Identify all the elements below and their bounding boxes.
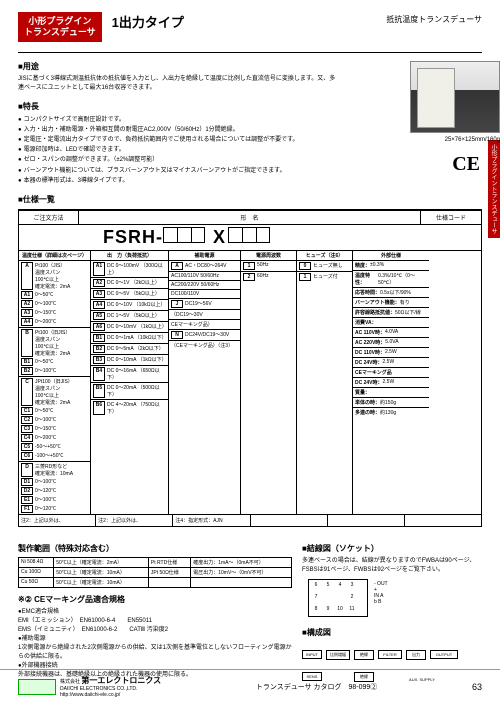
company-url: http://www.daiichi-ele.co.jp/ xyxy=(60,692,120,698)
model-table: ご注文方法 形 名 仕様コード FSRH- X 温度仕様（詳細は次ページ） AP… xyxy=(18,209,482,527)
col-h: 補助電源 xyxy=(169,251,240,261)
footer: 株式会社 第一エレクトロニクス DAIICHI ELECTRONICS CO.,… xyxy=(0,669,500,708)
divider xyxy=(18,52,482,53)
col-h: 電源周波数 xyxy=(241,251,296,261)
category-badge: 小形プラグイン トランスデューサ xyxy=(18,12,102,42)
page-title: 1出力タイプ xyxy=(112,12,387,31)
model-h2: 形 名 xyxy=(79,211,421,224)
toku-item: 定電圧・定電流出力タイプですので、負荷抵抗範囲内でご使用される場合については調整… xyxy=(18,135,338,145)
spec-heading: ■仕様一覧 xyxy=(18,194,482,205)
cat1: 小形プラグイン xyxy=(24,16,96,27)
toku-item: ゼロ・スパンの調整ができます。（±2%調整可能） xyxy=(18,155,338,165)
ce-r2: 1次側電源から絶縁された2次側電源からの供給、又は1次側を基準電位としないフロー… xyxy=(18,644,292,662)
note: 注4：指定形式：AJN xyxy=(173,515,250,526)
notes-row: 注2：上記以外は、 注2：上記以外は、 注4：指定形式：AJN xyxy=(19,514,481,526)
toku-list: コンパクトサイズで高耐圧設計です。 入力・出力・補助電源・外箱相互間の耐電圧AC… xyxy=(18,115,338,186)
model-x: X xyxy=(213,227,226,247)
ce-heading: ※② CEマーキング品適合規格 xyxy=(18,594,292,605)
model-h1: ご注文方法 xyxy=(19,211,79,224)
seizo-table: Ni 508.4Ω50℃以上（確定電流：2mA）Pt RTD仕様確度出力：1mA… xyxy=(18,557,292,588)
col-h: 温度仕様（詳細は次ページ） xyxy=(19,251,90,261)
note: 注2：上記以外は、 xyxy=(19,515,96,526)
spec-grid: 温度仕様（詳細は次ページ） APt100（JIS）温度スパン100℃以上確定電流… xyxy=(19,250,481,514)
kessen-text: 多連ベースの場合は、結線が異なりますのでFWBAは90ページ、FSBSは91ペー… xyxy=(302,557,482,575)
youto-text: JISに基づく3導線式測温抵抗体の抵抗値を入力とし、入出力を絶縁して温度に比例し… xyxy=(18,75,338,93)
cat2: トランスデューサ xyxy=(24,27,96,38)
page-number: 63 xyxy=(472,682,482,692)
toku-item: コンパクトサイズで高耐圧設計です。 xyxy=(18,115,338,125)
col-h: 出 力（負荷抵抗） xyxy=(91,251,168,261)
logo-image xyxy=(18,679,56,695)
toku-item: バーンアウト機能については、プラスバーンアウト又はマイナスバーンアウトがご指定で… xyxy=(18,166,338,176)
kabushiki: 株式会社 xyxy=(60,679,80,685)
toku-item: 入力・出力・補助電源・外箱相互間の耐電圧AC2,000V（50/60Hz）1分間… xyxy=(18,125,338,135)
note: 注2：上記以外は、 xyxy=(96,515,173,526)
seizo-heading: 製作範囲（特殊対応含む） xyxy=(18,543,292,554)
col-h: 外部仕様 xyxy=(353,251,429,261)
ce-r1b: EMS（イミュニティ） EN61000-6-2 CATⅢ 汚染度2 xyxy=(18,626,292,635)
toku-item: 本器の標準形式は、3導線タイプです。 xyxy=(18,176,338,186)
catalog-label: トランスデューサ カタログ 98-099② xyxy=(161,682,472,692)
ce-s2: ●補助電源 xyxy=(18,635,292,644)
kessen-heading: ■結線図（ソケット） xyxy=(302,543,482,554)
model-prefix-text: FSRH- xyxy=(103,227,163,247)
company-block: 株式会社 第一エレクトロニクス DAIICHI ELECTRONICS CO.,… xyxy=(60,676,161,698)
socket-diagram: 6543 72 891011 - OUT+IN Ab B xyxy=(302,575,482,619)
toku-item: 電源印加時は、LEDで確認できます。 xyxy=(18,145,338,155)
dimensions: 25×76×125mm/160g xyxy=(445,137,500,143)
ce-mark: CE xyxy=(452,153,480,176)
model-prefix: FSRH- X xyxy=(103,227,270,247)
ce-s1: ●EMC適合規格 xyxy=(18,608,292,617)
col-h: ヒューズ（注6） xyxy=(297,251,352,261)
page-subtitle: 抵抗温度トランスデューサ xyxy=(386,14,482,25)
company-jp: 第一エレクトロニクス xyxy=(81,676,161,685)
ce-r1a: EMI（エミッション） EN61000-6-4 EN55011 xyxy=(18,617,292,626)
product-image xyxy=(410,61,500,133)
kosei-heading: ■構成図 xyxy=(302,627,482,638)
model-h3: 仕様コード xyxy=(421,211,481,224)
